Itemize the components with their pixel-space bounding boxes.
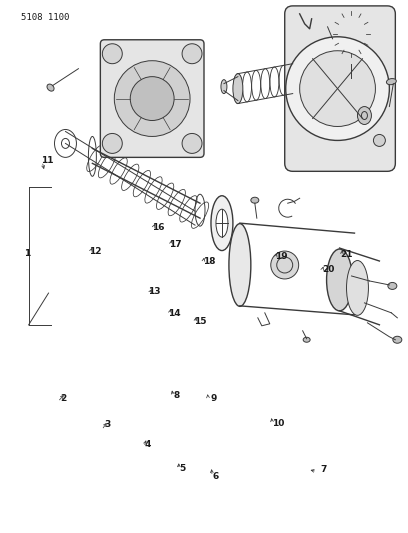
Text: 6: 6 [212, 472, 219, 481]
Ellipse shape [47, 84, 54, 91]
Circle shape [102, 133, 122, 154]
Text: 16: 16 [152, 223, 165, 232]
Text: 7: 7 [320, 465, 326, 474]
Ellipse shape [388, 282, 397, 289]
Text: 8: 8 [173, 391, 180, 400]
FancyBboxPatch shape [285, 6, 395, 171]
Text: 12: 12 [89, 247, 102, 256]
Text: 1: 1 [24, 249, 30, 258]
Ellipse shape [221, 79, 227, 94]
Ellipse shape [393, 336, 402, 343]
Ellipse shape [307, 23, 317, 35]
FancyBboxPatch shape [364, 37, 393, 53]
Circle shape [182, 44, 202, 63]
Ellipse shape [346, 261, 368, 316]
Text: 11: 11 [41, 156, 54, 165]
Text: 9: 9 [210, 394, 217, 403]
Circle shape [286, 37, 389, 140]
Ellipse shape [357, 107, 371, 125]
Ellipse shape [303, 337, 310, 342]
Ellipse shape [216, 209, 228, 237]
Text: 2: 2 [61, 394, 67, 403]
Text: 5: 5 [179, 464, 185, 473]
Text: 19: 19 [275, 253, 288, 262]
Ellipse shape [326, 249, 353, 311]
Text: 17: 17 [169, 240, 182, 249]
Ellipse shape [233, 74, 243, 103]
Text: 3: 3 [104, 421, 110, 429]
Circle shape [114, 61, 190, 136]
Text: 13: 13 [148, 287, 161, 296]
Text: 14: 14 [169, 309, 181, 318]
Circle shape [299, 51, 375, 126]
Circle shape [102, 44, 122, 63]
Text: 15: 15 [194, 317, 206, 326]
Circle shape [182, 133, 202, 154]
Text: 20: 20 [322, 265, 334, 273]
Ellipse shape [343, 23, 360, 45]
Ellipse shape [251, 197, 259, 203]
Ellipse shape [335, 14, 368, 54]
Circle shape [271, 251, 299, 279]
Ellipse shape [299, 9, 310, 19]
Ellipse shape [211, 196, 233, 251]
Text: 4: 4 [145, 440, 151, 449]
Text: 5108 1100: 5108 1100 [21, 13, 69, 22]
Circle shape [373, 134, 386, 147]
Ellipse shape [323, 21, 330, 26]
FancyBboxPatch shape [100, 40, 204, 157]
Circle shape [130, 77, 174, 120]
Text: 10: 10 [272, 419, 285, 427]
Ellipse shape [348, 79, 355, 83]
Text: 18: 18 [203, 257, 215, 265]
Ellipse shape [229, 224, 251, 306]
Ellipse shape [386, 78, 396, 85]
Text: 21: 21 [340, 251, 353, 260]
